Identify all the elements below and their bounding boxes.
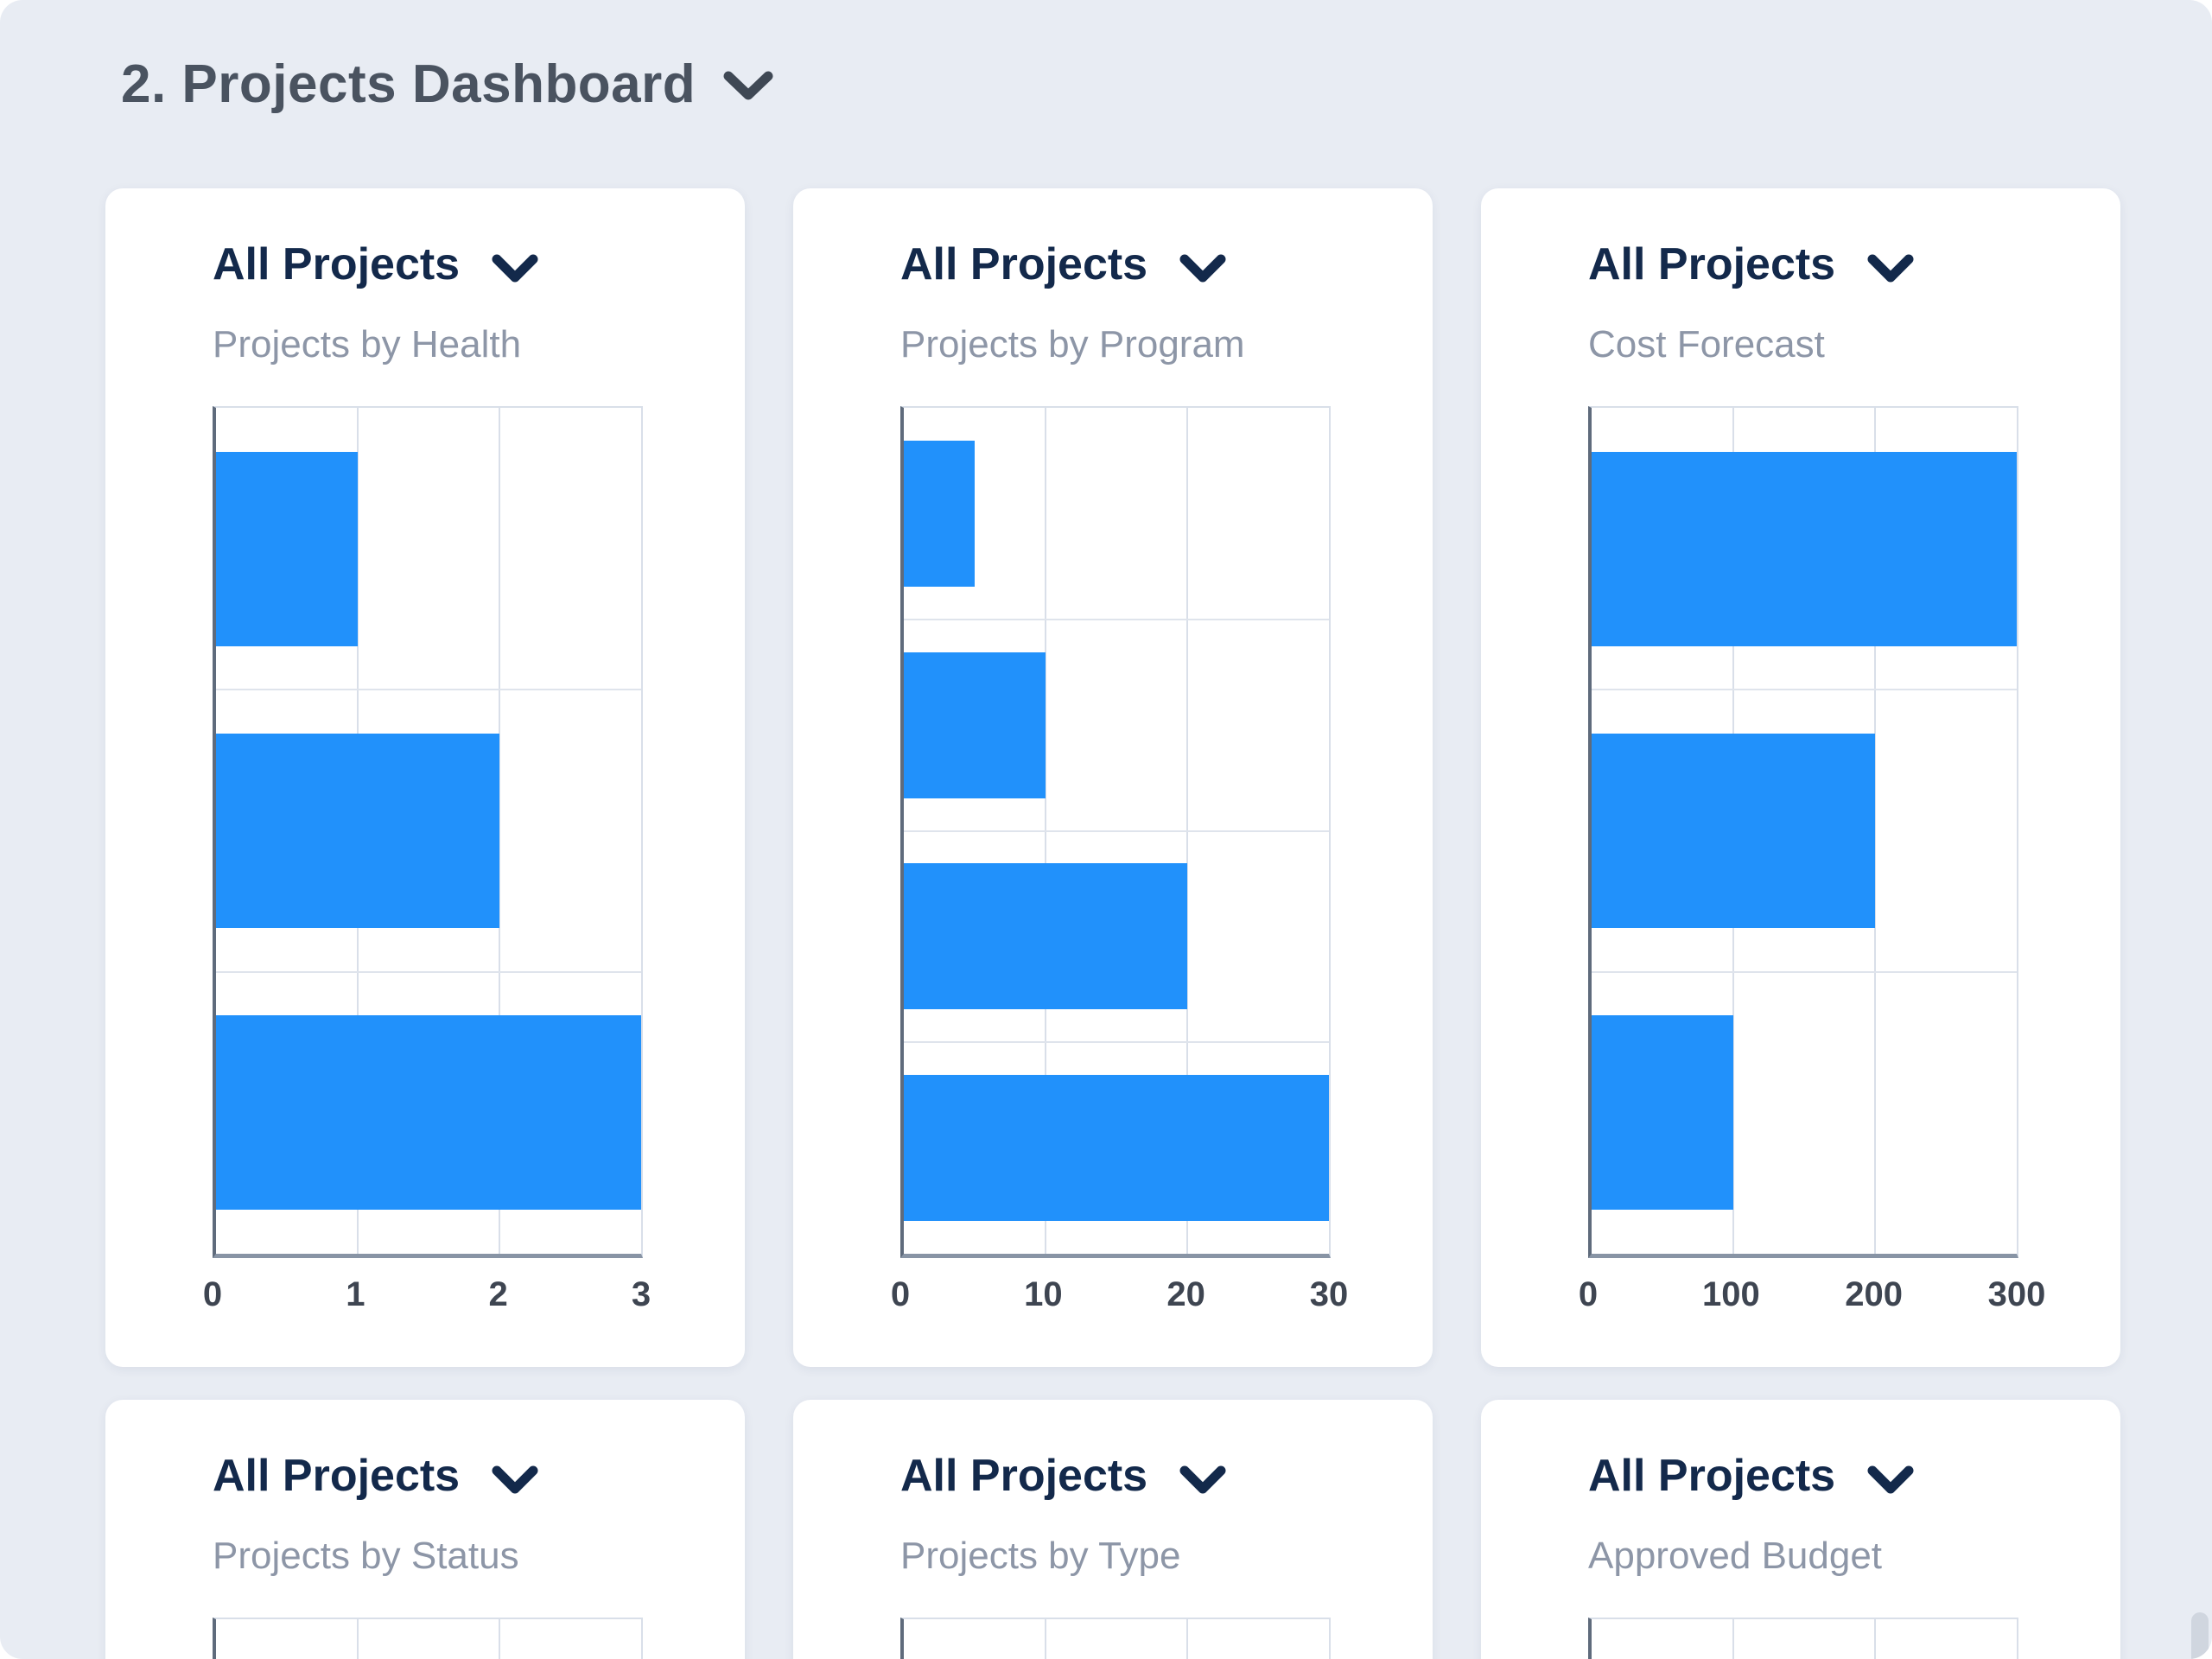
bar-chart xyxy=(1588,1618,2018,1659)
chart-subtitle: Projects by Health xyxy=(213,323,522,365)
x-axis-tick-label: 0 xyxy=(1578,1275,1599,1313)
bar xyxy=(216,733,499,929)
bar xyxy=(904,652,1046,798)
selector-label: All Projects xyxy=(213,239,461,289)
selector-label: All Projects xyxy=(900,1451,1148,1501)
band-separator xyxy=(904,618,1329,620)
project-scope-selector[interactable]: All Projects xyxy=(900,1450,1227,1502)
chevron-down-icon xyxy=(1866,1457,1915,1495)
gridline-vertical xyxy=(1044,1619,1046,1659)
bar xyxy=(904,1075,1329,1222)
chart-subtitle: Projects by Program xyxy=(900,323,1245,365)
bar-chart xyxy=(900,406,1331,1258)
x-axis-tick-label: 1 xyxy=(346,1275,365,1313)
selector-label: All Projects xyxy=(213,1451,461,1501)
chart-subtitle: Approved Budget xyxy=(1588,1535,1883,1577)
project-scope-selector[interactable]: All Projects xyxy=(213,1450,539,1502)
x-axis-tick-label: 200 xyxy=(1845,1275,1904,1313)
project-scope-selector[interactable]: All Projects xyxy=(1588,238,1915,290)
bar xyxy=(904,863,1187,1010)
dashboard-card: All Projects Projects by Status xyxy=(105,1400,745,1659)
bar-chart xyxy=(213,1618,643,1659)
dashboard-card: All Projects Projects by Health 0 1 2 3 xyxy=(105,188,745,1367)
gridline-vertical xyxy=(356,1619,359,1659)
chevron-down-icon xyxy=(491,245,539,283)
band-separator xyxy=(904,830,1329,832)
chevron-down-icon xyxy=(491,1457,539,1495)
chart-subtitle: Projects by Status xyxy=(213,1535,519,1577)
x-axis-ticks: 0 100 200 300 xyxy=(1579,1275,2046,1327)
bar xyxy=(1592,451,2017,646)
bar-chart xyxy=(900,1618,1331,1659)
selector-label: All Projects xyxy=(1588,1451,1836,1501)
selector-label: All Projects xyxy=(1588,239,1836,289)
page-title: 2. Projects Dashboard xyxy=(121,54,696,114)
gridline-vertical xyxy=(1185,1619,1188,1659)
bar xyxy=(216,451,358,646)
bar xyxy=(216,1015,641,1211)
page-title-row[interactable]: 2. Projects Dashboard xyxy=(121,54,775,115)
bar xyxy=(1592,1015,1733,1211)
x-axis-tick-label: 0 xyxy=(202,1275,223,1313)
bar-chart xyxy=(213,406,643,1258)
project-scope-selector[interactable]: All Projects xyxy=(213,238,539,290)
project-scope-selector[interactable]: All Projects xyxy=(1588,1450,1915,1502)
band-separator xyxy=(216,970,641,973)
band-separator xyxy=(904,1041,1329,1044)
band-separator xyxy=(1592,970,2017,973)
x-axis-tick-label: 3 xyxy=(631,1275,652,1313)
chevron-down-icon xyxy=(721,67,775,102)
gridline-vertical xyxy=(1873,1619,1876,1659)
bar xyxy=(904,440,975,587)
band-separator xyxy=(1592,689,2017,691)
chevron-down-icon xyxy=(1179,1457,1227,1495)
dashboard-card: All Projects Cost Forecast 0 100 200 300 xyxy=(1481,188,2120,1367)
bar xyxy=(1592,733,1875,929)
project-scope-selector[interactable]: All Projects xyxy=(900,238,1227,290)
chart-subtitle: Cost Forecast xyxy=(1588,323,1825,365)
bar-chart xyxy=(1588,406,2018,1258)
x-axis-tick-label: 0 xyxy=(890,1275,911,1313)
chevron-down-icon xyxy=(1179,245,1227,283)
x-axis-tick-label: 20 xyxy=(1166,1275,1205,1313)
dashboard-card: All Projects Projects by Program 0 10 20 30 xyxy=(793,188,1433,1367)
x-axis-ticks: 0 10 20 30 xyxy=(891,1275,1348,1327)
band-separator xyxy=(216,689,641,691)
gridline-vertical xyxy=(498,1619,500,1659)
x-axis-tick-label: 10 xyxy=(1024,1275,1063,1313)
chevron-down-icon xyxy=(1866,245,1915,283)
x-axis-tick-label: 300 xyxy=(1987,1275,2046,1313)
dashboard-card: All Projects Projects by Type xyxy=(793,1400,1433,1659)
selector-label: All Projects xyxy=(900,239,1148,289)
x-axis-ticks: 0 1 2 3 xyxy=(203,1275,651,1327)
dashboard-card: All Projects Approved Budget xyxy=(1481,1400,2120,1659)
chart-subtitle: Projects by Type xyxy=(900,1535,1181,1577)
gridline-vertical xyxy=(1732,1619,1734,1659)
x-axis-tick-label: 2 xyxy=(488,1275,508,1313)
x-axis-tick-label: 30 xyxy=(1309,1275,1349,1313)
scrollbar-thumb[interactable] xyxy=(2191,1612,2209,1659)
x-axis-tick-label: 100 xyxy=(1701,1275,1760,1313)
